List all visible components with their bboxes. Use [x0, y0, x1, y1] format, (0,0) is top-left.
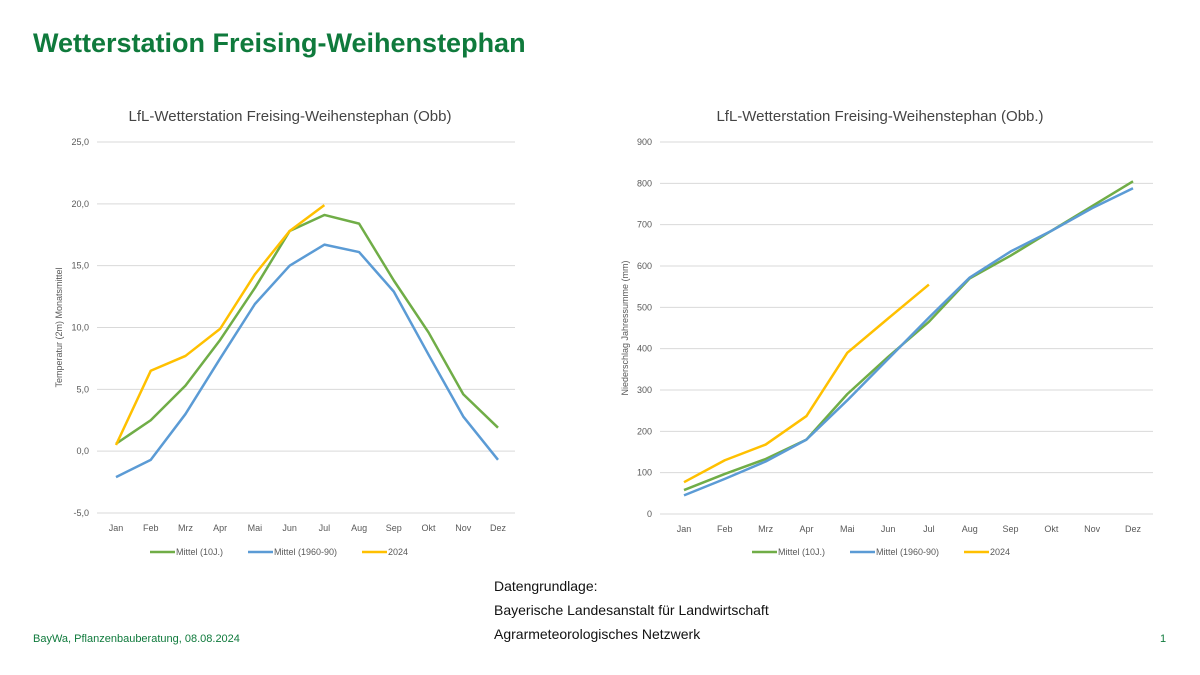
legend-label: Mittel (1960-90) — [274, 547, 337, 557]
y-tick-label: 200 — [637, 426, 652, 436]
x-tick-label: Okt — [1044, 524, 1059, 534]
source-line-3: Agrarmeteorologisches Netzwerk — [494, 626, 701, 642]
y-tick-label: -5,0 — [73, 508, 89, 518]
legend-label: 2024 — [388, 547, 408, 557]
x-tick-label: Apr — [213, 523, 227, 533]
y-axis-label: Temperatur (2m) Monatsmittel — [54, 267, 64, 387]
x-tick-label: Jul — [923, 524, 935, 534]
page-title: Wetterstation Freising-Weihenstephan — [33, 28, 526, 58]
legend-label: Mittel (10J.) — [176, 547, 223, 557]
y-tick-label: 700 — [637, 220, 652, 230]
x-tick-label: Jul — [319, 523, 331, 533]
y-tick-label: 10,0 — [71, 323, 89, 333]
y-tick-label: 15,0 — [71, 261, 89, 271]
x-tick-label: Dez — [1125, 524, 1142, 534]
legend-label: Mittel (10J.) — [778, 547, 825, 557]
y-tick-label: 20,0 — [71, 199, 89, 209]
x-tick-label: Mrz — [758, 524, 773, 534]
y-tick-label: 600 — [637, 261, 652, 271]
series-line-0 — [683, 180, 1134, 492]
x-tick-label: Jun — [282, 523, 297, 533]
x-tick-label: Okt — [422, 523, 437, 533]
x-tick-label: Jan — [109, 523, 124, 533]
y-axis-label: Niederschlag Jahressumme (mm) — [620, 260, 630, 395]
x-tick-label: Sep — [1003, 524, 1019, 534]
legend-label: Mittel (1960-90) — [876, 547, 939, 557]
x-tick-label: Feb — [143, 523, 159, 533]
y-tick-label: 25,0 — [71, 137, 89, 147]
y-tick-label: 400 — [637, 344, 652, 354]
x-tick-label: Sep — [386, 523, 402, 533]
x-tick-label: Mai — [840, 524, 855, 534]
x-tick-label: Dez — [490, 523, 507, 533]
y-tick-label: 900 — [637, 137, 652, 147]
y-tick-label: 500 — [637, 302, 652, 312]
x-tick-label: Nov — [455, 523, 472, 533]
x-tick-label: Jun — [881, 524, 896, 534]
y-tick-label: 100 — [637, 468, 652, 478]
legend-label: 2024 — [990, 547, 1010, 557]
x-tick-label: Apr — [799, 524, 813, 534]
series-line-1 — [683, 187, 1134, 497]
x-tick-label: Aug — [351, 523, 367, 533]
x-tick-label: Mrz — [178, 523, 193, 533]
footer-text: BayWa, Pflanzenbauberatung, 08.08.2024 — [33, 633, 240, 645]
chart-title-precipitation: LfL-Wetterstation Freising-Weihenstephan… — [716, 108, 1044, 125]
y-tick-label: 0 — [647, 509, 652, 519]
x-tick-label: Jan — [677, 524, 692, 534]
x-tick-label: Mai — [248, 523, 263, 533]
series-line-1 — [115, 243, 499, 479]
source-line-2: Bayerische Landesanstalt für Landwirtsch… — [494, 602, 769, 618]
y-tick-label: 800 — [637, 178, 652, 188]
y-tick-label: 5,0 — [76, 384, 89, 394]
series-line-0 — [115, 213, 499, 445]
x-tick-label: Aug — [962, 524, 978, 534]
x-tick-label: Feb — [717, 524, 733, 534]
page-number: 1 — [1160, 633, 1167, 645]
x-tick-label: Nov — [1084, 524, 1101, 534]
y-tick-label: 300 — [637, 385, 652, 395]
series-line-2 — [683, 283, 930, 484]
y-tick-label: 0,0 — [76, 446, 89, 456]
chart-title-temperature: LfL-Wetterstation Freising-Weihenstephan… — [128, 108, 452, 125]
source-line-1: Datengrundlage: — [494, 578, 598, 594]
series-line-2 — [114, 204, 326, 446]
